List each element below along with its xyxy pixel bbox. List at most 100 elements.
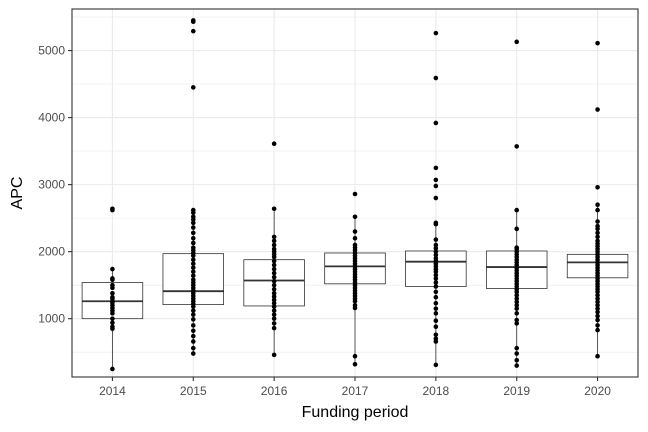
data-point <box>514 357 520 363</box>
data-point <box>352 305 358 311</box>
data-point <box>433 294 439 300</box>
data-point <box>271 282 277 288</box>
data-point <box>514 292 520 298</box>
data-point <box>514 302 520 308</box>
y-tick-label: 5000 <box>38 44 65 58</box>
data-point <box>514 345 520 351</box>
y-tick-label: 1000 <box>38 312 65 326</box>
points-group <box>110 18 600 372</box>
data-point <box>190 273 196 279</box>
x-axis: 2014 2015 2016 2017 2018 2019 2020 <box>99 377 611 398</box>
data-point <box>271 258 277 264</box>
x-tick-label: 2020 <box>584 384 611 398</box>
data-point <box>595 226 600 232</box>
data-point <box>433 252 439 258</box>
data-point <box>352 298 358 304</box>
data-point <box>433 177 439 183</box>
data-point <box>595 306 600 311</box>
data-point <box>271 352 277 358</box>
data-point <box>110 277 115 283</box>
data-point <box>595 107 600 112</box>
data-point <box>595 353 600 359</box>
data-point <box>271 294 277 299</box>
data-point <box>110 326 115 332</box>
data-point <box>433 183 439 189</box>
data-point <box>190 235 196 241</box>
data-point <box>433 362 439 368</box>
data-point <box>352 229 358 234</box>
data-point <box>190 28 196 34</box>
data-point <box>514 289 520 295</box>
data-point <box>352 235 358 241</box>
data-point <box>110 207 115 213</box>
x-tick-label: 2014 <box>99 384 126 398</box>
data-point <box>190 317 196 322</box>
data-point <box>190 328 196 334</box>
data-point <box>190 351 196 356</box>
data-point <box>352 353 358 359</box>
data-point <box>190 304 196 309</box>
data-point <box>110 366 115 372</box>
data-point <box>190 210 196 216</box>
data-point <box>433 318 439 323</box>
y-tick-label: 4000 <box>38 111 65 125</box>
data-point <box>595 289 600 295</box>
data-point <box>433 246 439 251</box>
data-point <box>190 261 196 267</box>
data-point <box>271 234 277 240</box>
data-point <box>190 269 196 275</box>
data-point <box>190 85 196 90</box>
data-point <box>352 191 358 197</box>
data-point <box>190 230 196 236</box>
data-point <box>595 207 600 213</box>
data-point <box>110 320 115 326</box>
data-point <box>514 321 520 326</box>
data-point <box>271 316 277 321</box>
data-point <box>514 226 520 232</box>
data-point <box>433 221 439 227</box>
data-point <box>514 299 520 305</box>
data-point <box>595 317 600 323</box>
y-tick-label: 2000 <box>38 245 65 259</box>
data-point <box>190 240 196 246</box>
data-point <box>433 289 439 295</box>
data-point <box>271 300 277 306</box>
data-point <box>433 324 439 330</box>
data-point <box>433 30 439 36</box>
data-point <box>433 300 439 306</box>
data-point <box>433 284 439 289</box>
data-point <box>595 292 600 298</box>
data-point <box>271 278 277 284</box>
x-axis-title: Funding period <box>302 404 409 421</box>
data-point <box>433 280 439 285</box>
data-point <box>514 306 520 311</box>
data-point <box>110 266 115 272</box>
data-point <box>595 313 600 319</box>
data-point <box>433 165 439 171</box>
data-point <box>514 311 520 316</box>
data-point <box>190 257 196 262</box>
data-point <box>271 266 277 272</box>
data-point <box>595 323 600 328</box>
data-point <box>271 312 277 317</box>
data-point <box>433 339 439 344</box>
data-point <box>514 144 520 149</box>
data-point <box>433 242 439 248</box>
data-point <box>595 230 600 236</box>
data-point <box>514 363 520 368</box>
data-point <box>271 321 277 326</box>
y-axis: 1000 2000 3000 4000 5000 <box>38 44 72 326</box>
data-point <box>271 325 277 331</box>
data-point <box>595 185 600 190</box>
data-point <box>110 311 115 316</box>
data-point <box>190 265 196 271</box>
data-point <box>433 249 439 254</box>
data-point <box>514 351 520 356</box>
data-point <box>271 304 277 309</box>
data-point <box>514 39 520 45</box>
y-axis-title: APC <box>9 177 26 210</box>
x-tick-label: 2016 <box>261 384 288 398</box>
data-point <box>110 316 115 321</box>
data-point <box>190 217 196 222</box>
